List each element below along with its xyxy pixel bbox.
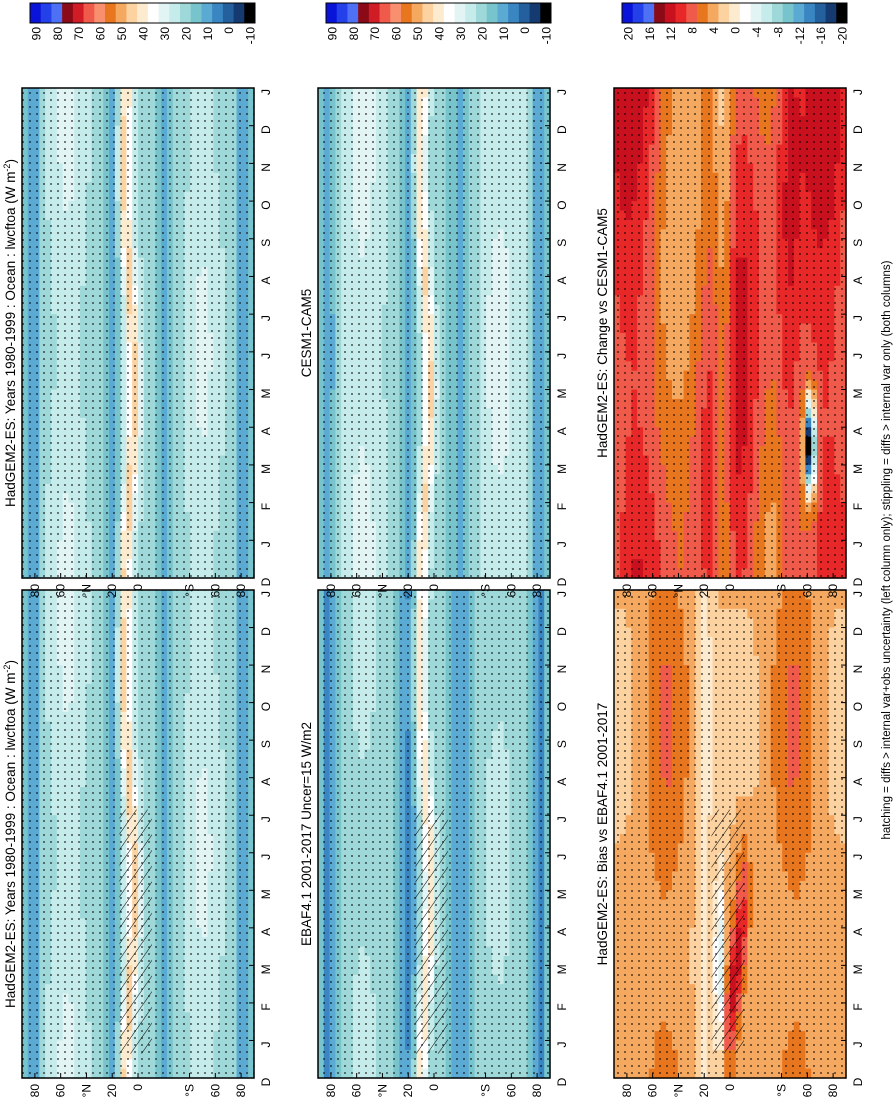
y-tick-label: 20 <box>105 1084 119 1098</box>
hatching-overlay <box>119 809 152 1054</box>
x-tick-label: M <box>259 964 273 974</box>
y-tick-label: 80 <box>324 1084 338 1098</box>
y-tick-label: °S <box>479 1084 493 1097</box>
x-tick-label: D <box>555 627 569 636</box>
x-tick-label: J <box>259 591 273 597</box>
x-tick-label: J <box>555 816 569 822</box>
x-tick-label: A <box>259 928 273 936</box>
x-tick-label: F <box>555 1003 569 1010</box>
x-tick-label: A <box>555 928 569 936</box>
panel-p3-yticks: 80 60 °N 20 0 °S 60 80 <box>324 1073 544 1097</box>
panel-p3-xticks: D J F M A M J J A S O N D J <box>545 589 569 1086</box>
y-tick-label: 80 <box>530 1084 544 1098</box>
y-tick-label: °N <box>375 1084 389 1097</box>
x-tick-label: M <box>555 889 569 899</box>
y-tick-label: 80 <box>234 1084 248 1098</box>
x-tick-label: M <box>259 889 273 899</box>
y-tick-label: 0 <box>131 1084 145 1091</box>
x-tick-label: N <box>555 665 569 674</box>
x-tick-label: S <box>259 740 273 748</box>
panel-p3-overlay <box>318 590 550 1078</box>
x-tick-label: J <box>259 816 273 822</box>
x-tick-label: F <box>259 1003 273 1010</box>
x-tick-label: A <box>259 778 273 786</box>
x-tick-label: J <box>259 854 273 860</box>
x-tick-label: O <box>555 702 569 711</box>
x-tick-label: J <box>555 854 569 860</box>
y-tick-label: 60 <box>504 1084 518 1098</box>
x-tick-label: D <box>555 1077 569 1086</box>
panel-p1: HadGEM2-ES: Years 1980-1999 : Ocean : lw… <box>2 589 273 1097</box>
x-tick-label: D <box>259 1077 273 1086</box>
panel-p1-yticks: 80 60 °N 20 0 °S 60 80 <box>28 1073 248 1097</box>
y-tick-label: 60 <box>350 1084 364 1098</box>
panel-p1-title: HadGEM2-ES: Years 1980-1999 : Ocean : lw… <box>2 660 18 1008</box>
panel-p3-title: EBAF4.1 2001-2017 Uncer=15 W/m2 <box>299 722 314 946</box>
y-tick-label: 20 <box>401 1084 415 1098</box>
panel-p5: HadGEM2-ES: Bias vs EBAF4.1 2001-2017 80… <box>595 589 865 1097</box>
x-tick-label: O <box>259 702 273 711</box>
x-tick-label: J <box>259 1041 273 1047</box>
x-tick-label: S <box>555 740 569 748</box>
y-tick-label: 60 <box>54 1084 68 1098</box>
x-tick-label: A <box>555 778 569 786</box>
y-tick-label: 0 <box>427 1084 441 1091</box>
panel-p1-xticks: D J F M A M J J A S O N D J <box>249 589 273 1086</box>
x-tick-label: J <box>555 591 569 597</box>
y-tick-label: °N <box>79 1084 93 1097</box>
panel-p3: EBAF4.1 2001-2017 Uncer=15 W/m2 80 60 °N 20… <box>299 589 569 1097</box>
hatching-overlay <box>415 809 448 1054</box>
panel-p1-overlay <box>22 590 254 1078</box>
y-tick-label: 60 <box>208 1084 222 1098</box>
x-tick-label: M <box>555 964 569 974</box>
x-tick-label: D <box>259 627 273 636</box>
y-tick-label: 80 <box>28 1084 42 1098</box>
y-tick-label: °S <box>183 1084 197 1097</box>
x-tick-label: J <box>555 1041 569 1047</box>
x-tick-label: N <box>259 665 273 674</box>
